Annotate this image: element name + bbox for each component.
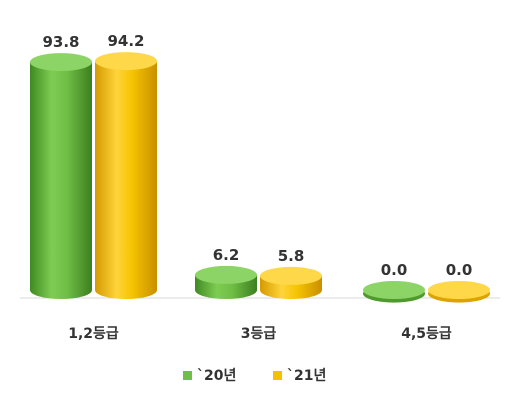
value-label-3등급-0: 6.2 <box>213 246 240 264</box>
category-label-3등급: 3등급 <box>241 326 277 342</box>
legend-item-0: `20년 <box>183 368 236 384</box>
legend-swatch-1 <box>273 371 282 380</box>
bar-3등급-1 <box>260 266 322 299</box>
value-label-4-5등급-0: 0.0 <box>381 261 408 279</box>
category-label-1-2등급: 1,2등급 <box>68 326 119 342</box>
legend-swatch-0 <box>183 371 192 380</box>
value-label-1-2등급-1: 94.2 <box>107 32 144 50</box>
legend-label-0: `20년 <box>197 368 236 384</box>
bar-1-2등급-1 <box>95 52 157 300</box>
legend-label-1: `21년 <box>287 368 326 384</box>
bar-1-2등급-0 <box>30 53 92 299</box>
value-label-4-5등급-1: 0.0 <box>446 261 473 279</box>
value-label-3등급-1: 5.8 <box>278 247 305 265</box>
legend-item-1: `21년 <box>273 368 326 384</box>
category-label-4-5등급: 4,5등급 <box>401 326 452 342</box>
bar-4-5등급-1 <box>428 281 490 303</box>
bar-4-5등급-0 <box>363 281 425 303</box>
bar-3등급-0 <box>195 265 257 299</box>
value-label-1-2등급-0: 93.8 <box>42 33 79 51</box>
